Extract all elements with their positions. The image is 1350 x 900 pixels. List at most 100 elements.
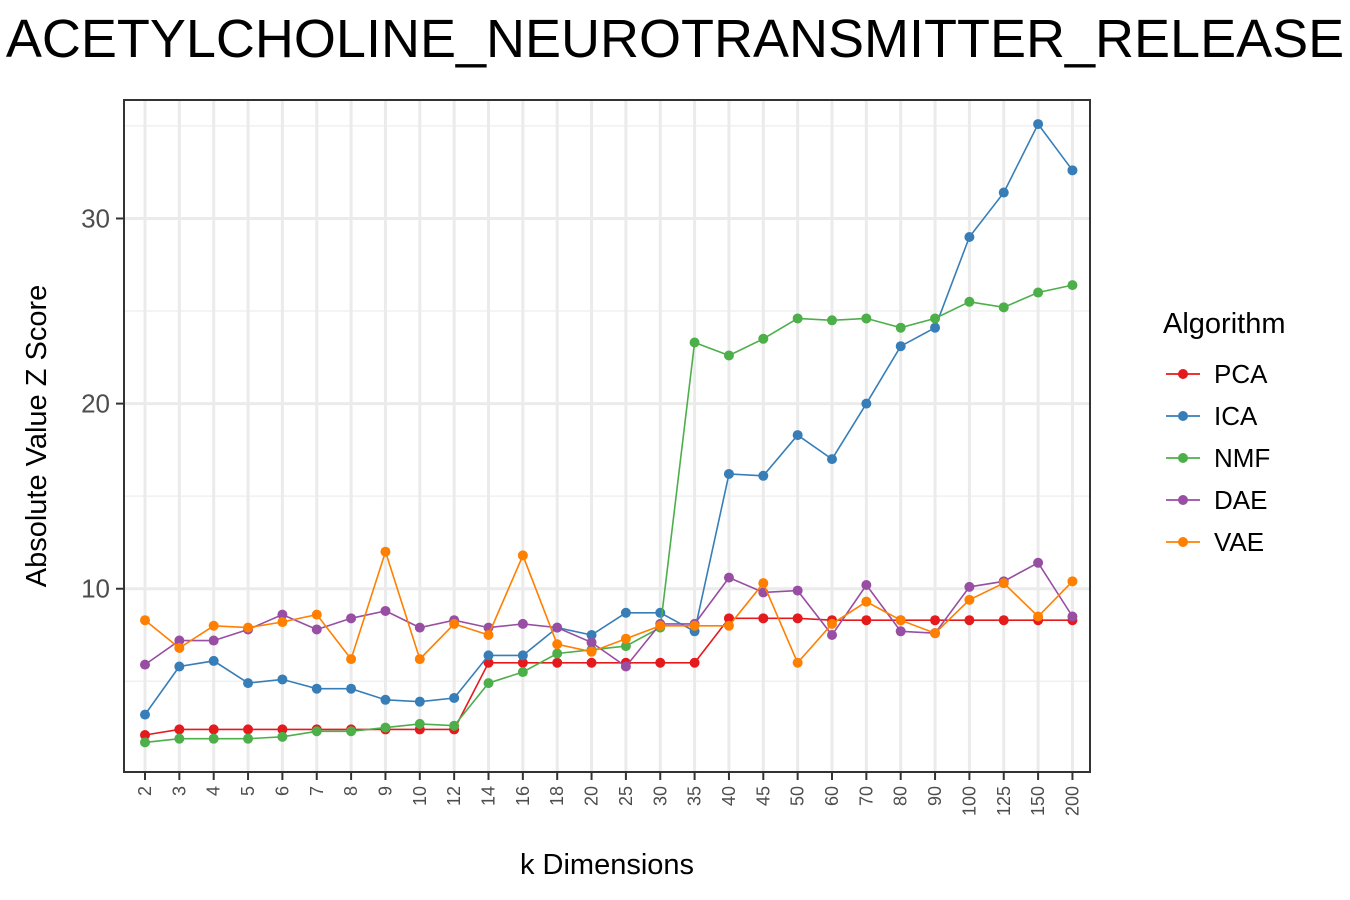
data-point	[861, 313, 872, 324]
x-tick-label: 9	[375, 786, 395, 796]
x-tick-label: 2	[135, 786, 155, 796]
data-point	[964, 231, 975, 242]
data-point	[792, 430, 803, 441]
data-point	[277, 731, 288, 742]
data-point	[655, 657, 666, 668]
data-point	[243, 733, 254, 744]
data-point	[311, 726, 322, 737]
data-point	[208, 655, 219, 666]
data-point	[998, 302, 1009, 313]
data-point	[277, 674, 288, 685]
series-line-nmf	[144, 284, 1073, 744]
y-tick-label: 20	[81, 389, 110, 419]
data-point	[655, 607, 666, 618]
data-point	[380, 722, 391, 733]
x-tick-label: 200	[1062, 786, 1082, 816]
x-axis-title: k Dimensions	[520, 849, 694, 881]
x-tick-label: 90	[925, 786, 945, 806]
series-line-vae	[144, 549, 1074, 665]
series-layer	[140, 119, 1078, 748]
data-point	[517, 657, 528, 668]
data-point	[758, 578, 769, 589]
data-point	[552, 639, 563, 650]
data-point	[208, 620, 219, 631]
data-point	[552, 648, 563, 659]
data-point	[861, 580, 872, 591]
legend-marker	[1178, 411, 1188, 421]
data-point	[483, 678, 494, 689]
data-point	[930, 615, 941, 626]
data-point	[380, 694, 391, 705]
x-tick-label: 50	[788, 786, 808, 806]
data-point	[483, 650, 494, 661]
series-line-dae	[144, 561, 1074, 668]
data-point	[1067, 280, 1078, 291]
data-point	[930, 628, 941, 639]
data-point	[620, 607, 631, 618]
y-axis-title: Absolute Value Z Score	[21, 285, 53, 588]
legend-item-dae: DAE	[1166, 485, 1267, 515]
x-tick-label: 60	[822, 786, 842, 806]
data-point	[723, 620, 734, 631]
data-point	[311, 624, 322, 635]
legend-label: VAE	[1214, 527, 1264, 557]
data-point	[930, 322, 941, 333]
data-point	[483, 657, 494, 668]
data-point	[792, 585, 803, 596]
data-point	[827, 315, 837, 326]
x-tick-label: 70	[856, 786, 876, 806]
data-point	[689, 620, 700, 631]
data-point	[243, 622, 254, 633]
data-point	[346, 654, 357, 665]
data-point	[517, 618, 528, 629]
data-point	[174, 642, 185, 653]
data-point	[414, 654, 425, 665]
series-nmf	[140, 280, 1078, 748]
data-point	[723, 350, 734, 361]
data-point	[758, 613, 769, 624]
data-point	[174, 661, 185, 672]
data-point	[827, 454, 837, 465]
x-tick-label: 150	[1028, 786, 1048, 816]
data-point	[758, 333, 769, 344]
x-tick-label: 3	[169, 786, 189, 796]
data-point	[723, 468, 734, 479]
data-point	[689, 657, 700, 668]
data-point	[517, 667, 528, 678]
data-point	[311, 683, 322, 694]
grid	[124, 100, 1090, 772]
data-point	[998, 578, 1009, 589]
data-point	[414, 718, 425, 729]
legend-marker	[1178, 495, 1188, 505]
x-tick-label: 10	[410, 786, 430, 806]
x-tick-label: 6	[272, 786, 292, 796]
data-point	[723, 613, 734, 624]
data-point	[998, 615, 1009, 626]
data-point	[140, 615, 150, 626]
data-point	[792, 613, 803, 624]
data-point	[758, 470, 769, 481]
x-tick-label: 16	[513, 786, 533, 806]
data-point	[586, 646, 597, 657]
data-point	[517, 650, 528, 661]
series-line-ica	[144, 122, 1074, 716]
data-point	[1033, 287, 1044, 298]
x-tick-label: 35	[685, 786, 705, 806]
x-tick-label: 100	[959, 786, 979, 816]
data-point	[277, 617, 288, 628]
data-point	[723, 572, 734, 583]
data-point	[552, 622, 563, 633]
data-point	[1067, 165, 1078, 176]
x-tick-label: 18	[547, 786, 567, 806]
legend-label: ICA	[1214, 401, 1258, 431]
legend-label: NMF	[1214, 443, 1270, 473]
data-point	[208, 724, 219, 735]
x-tick-label: 40	[719, 786, 739, 806]
data-point	[1033, 557, 1044, 568]
chart-title: ACETYLCHOLINE_NEUROTRANSMITTER_RELEASE	[5, 9, 1345, 69]
data-point	[895, 626, 906, 637]
plot-border	[123, 99, 1091, 773]
x-tick-label: 12	[444, 786, 464, 806]
legend-marker	[1178, 369, 1188, 379]
